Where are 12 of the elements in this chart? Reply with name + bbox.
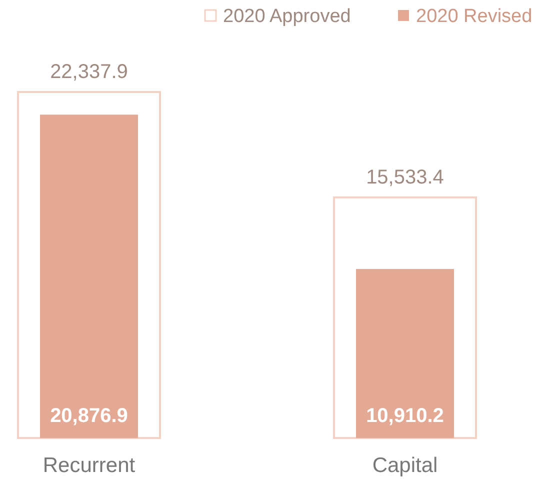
- bar: [333, 196, 477, 439]
- x-tick-label: Recurrent: [42, 454, 136, 477]
- data-label: 15,533.4: [366, 166, 444, 188]
- legend-label: 2020 Revised: [416, 6, 532, 27]
- x-tick-label: Capital: [372, 454, 438, 477]
- data-label: 22,337.9: [50, 61, 128, 83]
- bar: [17, 91, 161, 439]
- data-label: 10,910.2: [366, 405, 444, 427]
- bar: [356, 269, 454, 438]
- legend-label: 2020 Approved: [223, 6, 351, 27]
- bar: [40, 114, 138, 438]
- data-label: 20,876.9: [50, 405, 128, 427]
